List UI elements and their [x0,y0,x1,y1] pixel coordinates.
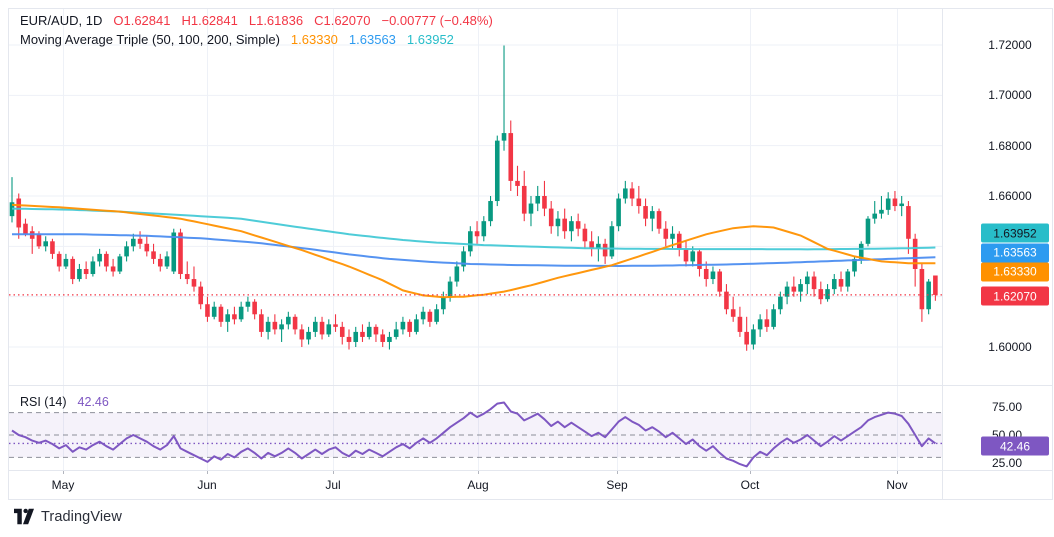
indicator-title[interactable]: Moving Average Triple (50, 100, 200, Sim… [20,32,280,47]
tradingview-watermark-text: TradingView [41,508,122,525]
rsi-axis-label: 25.00 [991,456,1023,470]
time-axis-label-nov: Nov [886,478,908,492]
rsi-title[interactable]: RSI (14) [20,395,67,409]
rsi-current-value: 42.46 [77,395,109,409]
ohlc-open: O1.62841 [113,13,171,28]
ma200-price-badge: 1.63952 [981,223,1049,243]
ohlc-high: H1.62841 [181,13,238,28]
time-axis-label-sep: Sep [606,478,628,492]
ma100-line [12,233,936,268]
symbol-legend[interactable]: EUR/AUD, 1D O1.62841 H1.62841 L1.61836 C… [20,13,493,28]
tradingview-watermark[interactable]: TradingView [14,508,122,525]
ohlc-low: L1.61836 [248,13,304,28]
ma50-value: 1.63330 [290,32,338,47]
change-value: −0.00777 (−0.48%) [381,13,493,28]
ma100-price-badge: 1.63563 [981,243,1049,262]
price-axis-label: 1.60000 [988,340,1032,354]
ma50-price-badge: 1.63330 [981,262,1049,281]
price-axis-label: 1.72000 [988,38,1032,52]
time-axis-label-jun: Jun [197,478,217,492]
rsi-legend[interactable]: RSI (14) 42.46 [20,395,109,409]
time-axis-label-may: May [51,478,75,492]
ma200-value: 1.63952 [406,32,454,47]
time-axis-label-jul: Jul [325,478,341,492]
ma100-value: 1.63563 [348,32,396,47]
price-axis-label: 1.70000 [988,88,1032,103]
time-axis-label-oct: Oct [740,478,760,492]
indicator-legend[interactable]: Moving Average Triple (50, 100, 200, Sim… [20,32,454,47]
rsi-axis-label: 75.00 [991,400,1023,414]
price-axis-label: 1.66000 [988,189,1032,203]
last-price-badge: 1.62070 [981,286,1049,306]
rsi-line [11,401,936,468]
ma200-line [11,207,936,251]
symbol-title[interactable]: EUR/AUD, 1D [20,13,103,28]
ma50-line [11,203,936,299]
rsi-value-badge: 42.46 [981,436,1049,456]
ohlc-close: C1.62070 [314,13,371,28]
price-axis-label: 1.68000 [988,138,1032,153]
tradingview-logo-icon [14,508,34,525]
time-axis-label-aug: Aug [467,478,489,492]
